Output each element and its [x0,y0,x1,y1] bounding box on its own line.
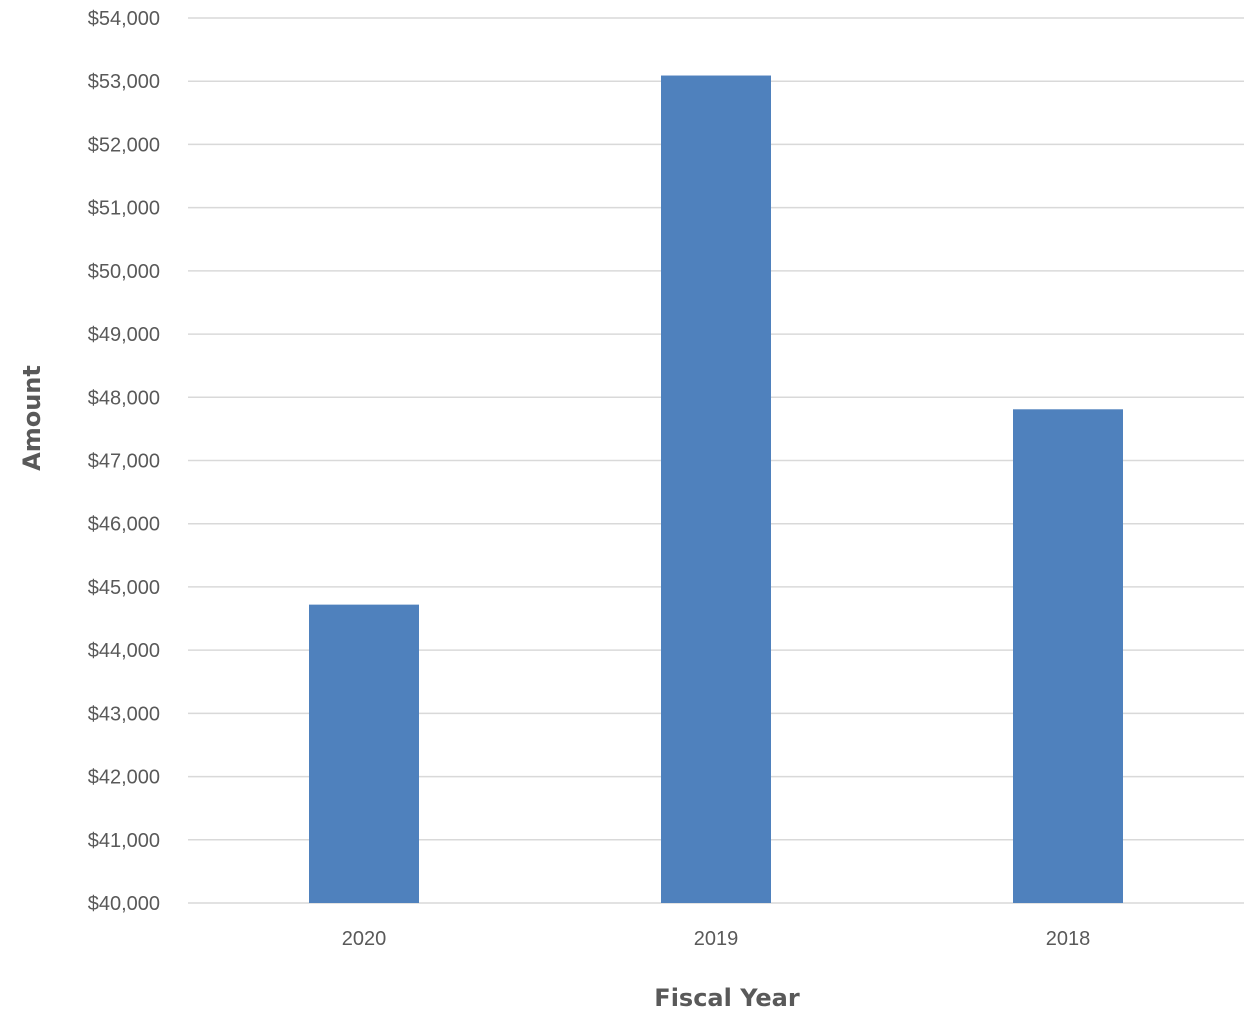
y-tick-label: $46,000 [88,514,160,536]
bars [309,75,1123,903]
x-axis-title: Fiscal Year [654,984,800,1012]
y-tick-label: $42,000 [88,767,160,789]
y-axis-tick-labels: $40,000 $41,000 $42,000 $43,000 $44,000 $45,0… [88,8,160,915]
y-tick-label: $43,000 [88,703,160,725]
x-axis-tick-labels: 2020 2019 2018 [342,928,1091,950]
x-tick-label: 2019 [694,928,739,950]
y-tick-label: $51,000 [88,198,160,220]
y-tick-label: $47,000 [88,451,160,473]
x-tick-label: 2020 [342,928,387,950]
y-tick-label: $44,000 [88,640,160,662]
y-tick-label: $41,000 [88,830,160,852]
y-tick-label: $52,000 [88,134,160,156]
y-tick-label: $45,000 [88,577,160,599]
bar-2019[interactable] [661,75,771,903]
y-tick-label: $49,000 [88,324,160,346]
y-tick-label: $48,000 [88,387,160,409]
y-tick-label: $50,000 [88,261,160,283]
bar-2018[interactable] [1013,409,1123,903]
y-tick-label: $54,000 [88,8,160,30]
bar-2020[interactable] [309,604,419,903]
y-tick-label: $53,000 [88,71,160,93]
x-tick-label: 2018 [1046,928,1091,950]
y-axis-title: Amount [18,365,46,471]
y-tick-label: $40,000 [88,893,160,915]
